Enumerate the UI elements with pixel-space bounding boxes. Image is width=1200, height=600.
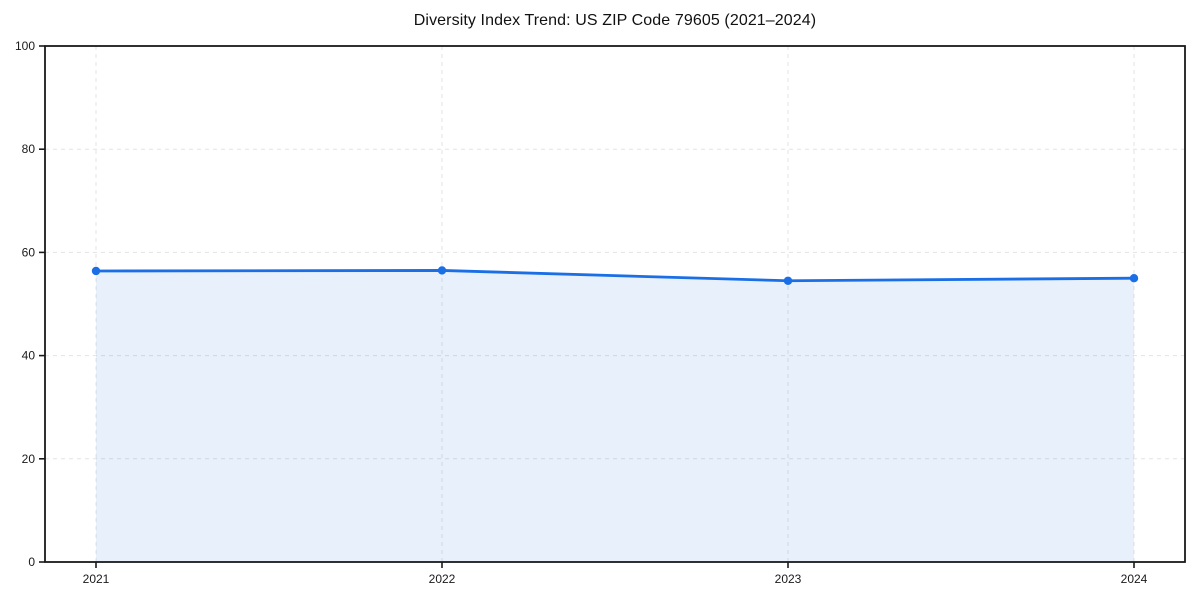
y-tick-label: 0 (28, 555, 35, 569)
y-tick-label: 20 (22, 452, 36, 466)
y-tick-label: 40 (22, 349, 36, 363)
area-fill (96, 270, 1134, 562)
x-tick-label: 2023 (775, 572, 802, 586)
data-point-marker (1129, 274, 1139, 283)
plot-frame (44, 45, 1186, 563)
data-point-marker (783, 276, 793, 285)
y-tick-label: 100 (15, 39, 35, 53)
trend-line (94, 269, 1136, 283)
y-tick-label: 60 (22, 245, 36, 259)
data-point-marker (91, 266, 101, 276)
data-point-marker (437, 266, 447, 275)
chart-title: Diversity Index Trend: US ZIP Code 79605… (413, 12, 817, 29)
x-tick-label: 2022 (429, 572, 456, 586)
x-tick-label: 2024 (1121, 572, 1148, 586)
x-tick-label: 2021 (83, 572, 110, 586)
y-tick-label: 80 (22, 142, 36, 156)
